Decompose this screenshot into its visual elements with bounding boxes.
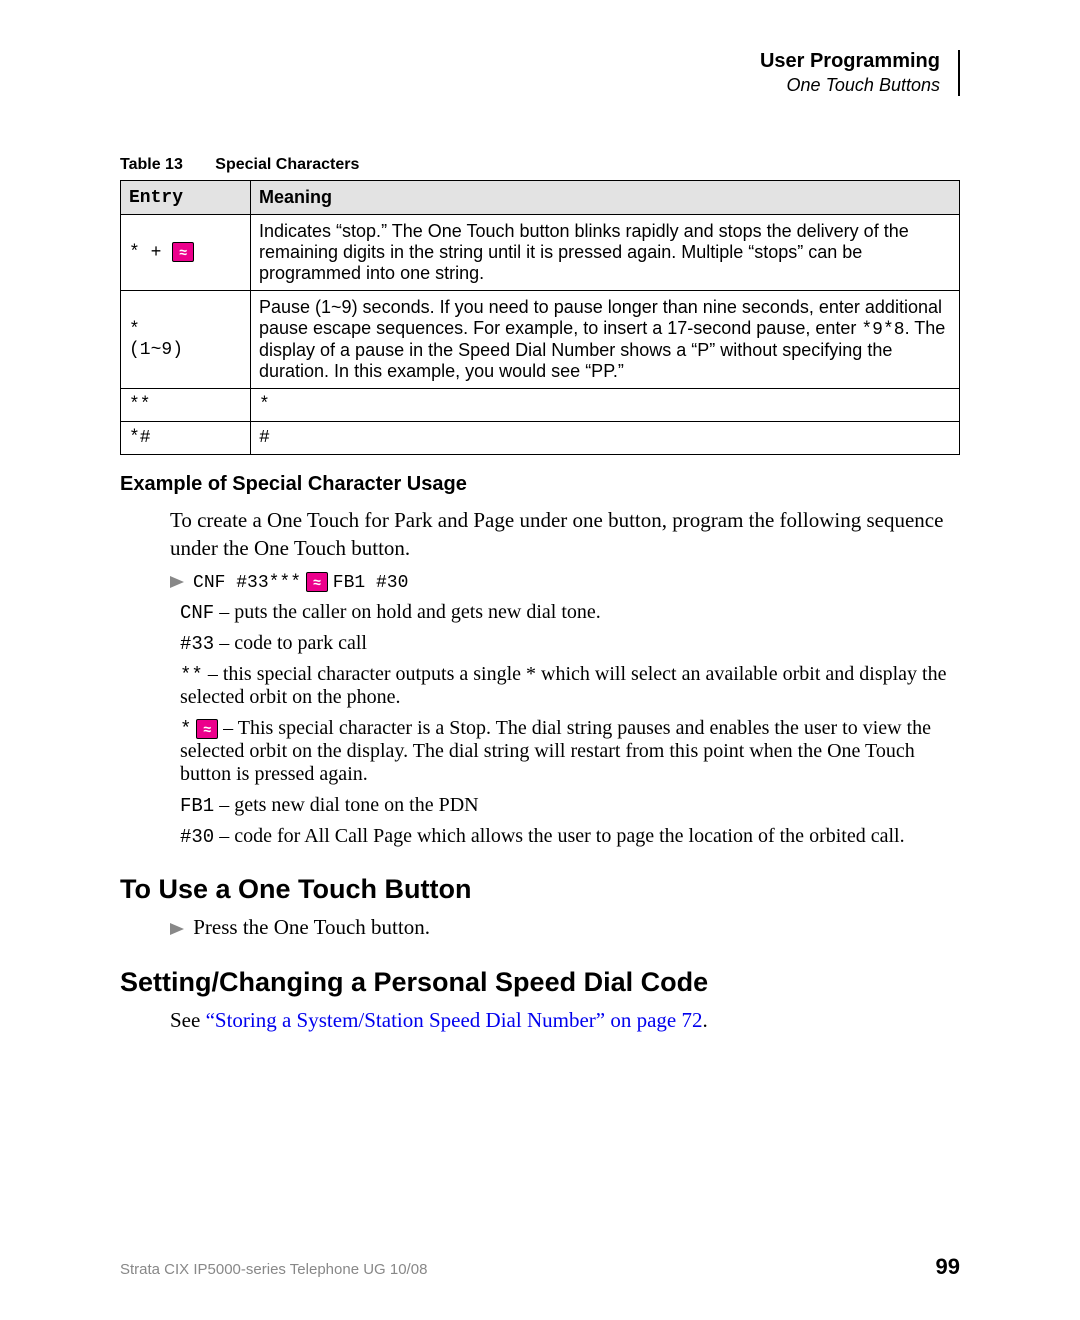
message-icon: ≈ <box>306 572 328 592</box>
use-text: Press the One Touch button. <box>193 915 430 939</box>
code-post: FB1 #30 <box>333 573 409 593</box>
page-header: User Programming One Touch Buttons <box>120 50 960 96</box>
text: – This special character is a Stop. The … <box>180 717 931 785</box>
special-chars-table: Entry Meaning * + ≈ Indicates “stop.” Th… <box>120 180 960 455</box>
col-meaning: Meaning <box>251 181 960 215</box>
text: – code for All Call Page which allows th… <box>214 825 904 847</box>
col-entry: Entry <box>121 181 251 215</box>
table-row: * (1~9) Pause (1~9) seconds. If you need… <box>121 291 960 389</box>
explain-33: #33 – code to park call <box>180 632 960 655</box>
example-heading: Example of Special Character Usage <box>120 473 960 496</box>
setting-pre: See <box>170 1008 206 1032</box>
example-code-line: CNF #33*** ≈ FB1 #30 <box>170 571 960 593</box>
meaning-cell: * <box>251 389 960 422</box>
message-icon: ≈ <box>172 242 194 262</box>
meaning-cell: Pause (1~9) seconds. If you need to paus… <box>251 291 960 389</box>
text: – code to park call <box>214 632 367 654</box>
code: ** <box>180 664 203 686</box>
entry-cell: * (1~9) <box>121 291 251 389</box>
use-line: Press the One Touch button. <box>170 913 960 941</box>
table-row: * + ≈ Indicates “stop.” The One Touch bu… <box>121 215 960 291</box>
table-caption: Table 13 Special Characters <box>120 156 960 174</box>
explain-fb1: FB1 – gets new dial tone on the PDN <box>180 794 960 817</box>
table-label: Table 13 <box>120 156 183 174</box>
explain-stop: * ≈ – This special character is a Stop. … <box>180 717 960 786</box>
meaning-cell: Indicates “stop.” The One Touch button b… <box>251 215 960 291</box>
code: #30 <box>180 826 214 848</box>
header-subtitle: One Touch Buttons <box>120 75 940 96</box>
meaning-pre: Pause (1~9) seconds. If you need to paus… <box>259 297 942 338</box>
code: FB1 <box>180 795 214 817</box>
page-number: 99 <box>936 1254 960 1280</box>
entry-prefix: * + <box>129 243 172 263</box>
setting-body: See “Storing a System/Station Speed Dial… <box>170 1006 960 1034</box>
arrow-icon <box>170 576 184 588</box>
explain-cnf: CNF – puts the caller on hold and gets n… <box>180 601 960 624</box>
code: #33 <box>180 633 214 655</box>
table-title: Special Characters <box>215 156 359 173</box>
message-icon: ≈ <box>196 719 218 739</box>
entry-cell: *# <box>121 422 251 455</box>
text: – gets new dial tone on the PDN <box>214 794 478 816</box>
explain-star2: ** – this special character outputs a si… <box>180 663 960 709</box>
example-intro: To create a One Touch for Park and Page … <box>170 506 960 563</box>
setting-heading: Setting/Changing a Personal Speed Dial C… <box>120 967 960 998</box>
meaning-code: *9*8 <box>861 320 904 340</box>
entry-l2: (1~9) <box>129 340 242 360</box>
text: – puts the caller on hold and gets new d… <box>214 601 601 623</box>
entry-l1: * <box>129 320 242 340</box>
text: – this special character outputs a singl… <box>180 663 946 708</box>
header-title: User Programming <box>120 50 940 73</box>
code: * <box>180 718 191 740</box>
xref-link[interactable]: “Storing a System/Station Speed Dial Num… <box>206 1008 703 1032</box>
page-footer: Strata CIX IP5000-series Telephone UG 10… <box>120 1254 960 1280</box>
arrow-icon <box>170 923 184 935</box>
table-row: *# # <box>121 422 960 455</box>
entry-cell: * + ≈ <box>121 215 251 291</box>
explain-30: #30 – code for All Call Page which allow… <box>180 825 960 848</box>
footer-left: Strata CIX IP5000-series Telephone UG 10… <box>120 1261 427 1278</box>
entry-cell: ** <box>121 389 251 422</box>
code: CNF <box>180 602 214 624</box>
code-pre: CNF #33*** <box>193 573 301 593</box>
table-header-row: Entry Meaning <box>121 181 960 215</box>
meaning-cell: # <box>251 422 960 455</box>
use-heading: To Use a One Touch Button <box>120 874 960 905</box>
table-row: ** * <box>121 389 960 422</box>
setting-post: . <box>703 1008 708 1032</box>
